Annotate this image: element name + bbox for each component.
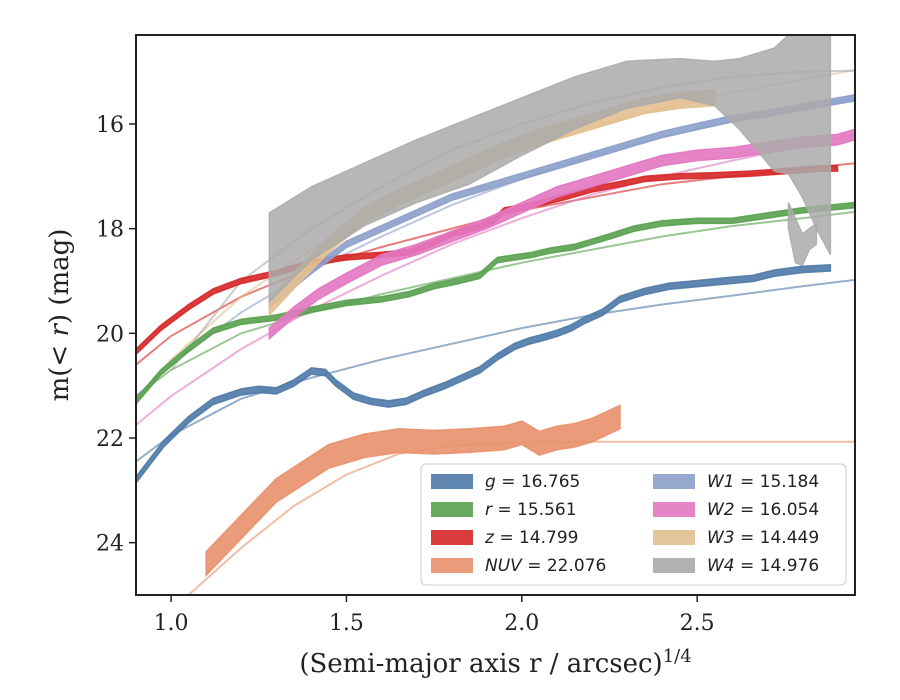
fit-curve-1 [136,210,855,397]
plot-frame [135,34,856,596]
legend-label: g = 16.765 [485,472,580,492]
legend-label: W3 = 14.449 [707,528,819,548]
legend-label: NUV = 22.076 [485,556,606,576]
x-tick-label: 2.0 [504,611,539,636]
plot-area [136,35,855,595]
legend-label: W1 = 15.184 [707,472,819,492]
legend-swatch [653,558,695,573]
legend-swatch [653,502,695,517]
y-tick-label: 24 [96,532,124,557]
x-tick-label: 2.5 [680,611,715,636]
legend-label: W2 = 16.054 [707,500,819,520]
x-tick-label: 1.5 [329,611,364,636]
legend-swatch [653,474,695,489]
y-tick-label: 20 [96,322,124,347]
series-band-5 [268,128,855,341]
legend-swatch [653,530,695,545]
legend-swatch [431,530,473,545]
x-tick-label: 1.0 [154,611,189,636]
y-tick-label: 16 [96,113,124,138]
legend: g = 16.765 r = 15.561 z = 14.799 NUV = 22.0… [420,463,847,586]
legend-swatch [431,558,473,573]
series-band-0 [136,264,832,485]
y-tick-label: 18 [96,218,124,243]
fit-curve-5 [136,133,855,426]
axes: 1.0 1.5 2.0 2.5 16 18 20 22 24 [96,113,715,636]
legend-label: z = 14.799 [484,528,578,548]
y-axis-label: m(< r) (mag) [45,229,75,402]
series-band-1 [136,201,855,406]
legend-swatch [431,502,473,517]
legend-label: W4 = 14.976 [707,556,819,576]
series-band-7 [268,35,832,304]
legend-swatch [431,474,473,489]
series-band-3 [205,404,621,578]
legend-box [420,463,847,586]
fit-curve-0 [136,278,855,463]
x-axis-label: (Semi-major axis r / arcsec)1/4 [299,646,691,679]
legend-label: r = 15.561 [485,500,577,520]
y-tick-label: 22 [96,427,124,452]
series-band-2 [136,165,839,356]
series-band-4 [268,93,855,310]
series-band-8 [787,202,818,267]
